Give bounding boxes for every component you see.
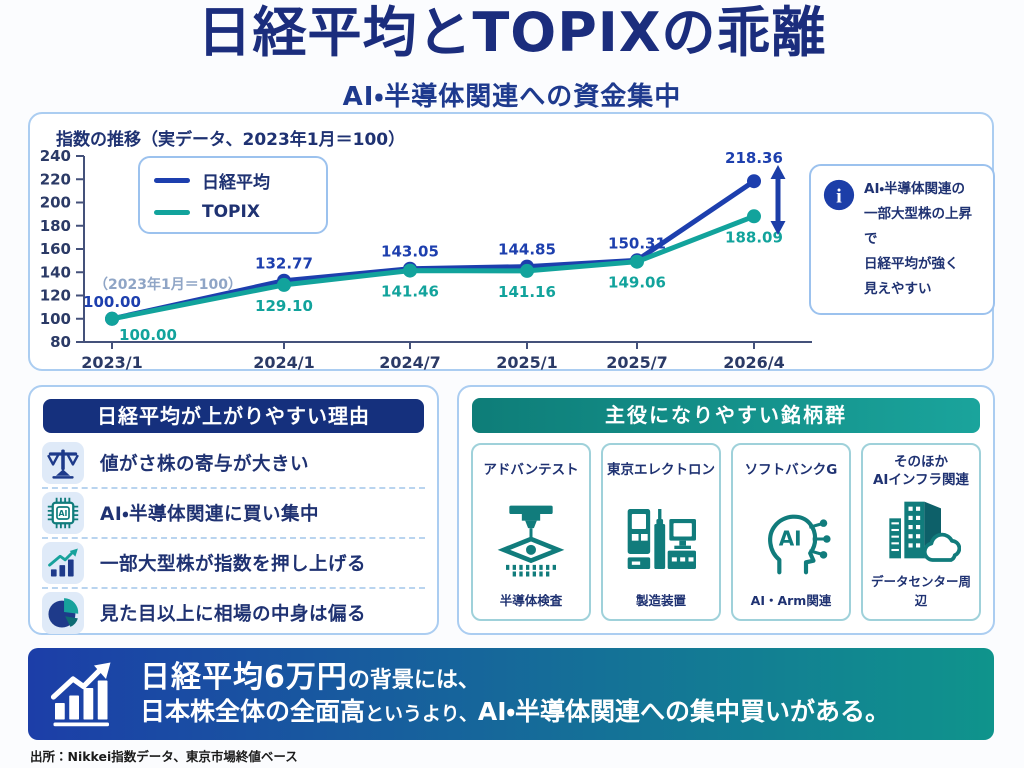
conclusion-banner: 日経平均6万円の背景には、 日本株全体の全面高というより、AI・半導体関連への集… — [28, 648, 994, 740]
svg-text:2025/7: 2025/7 — [606, 353, 668, 372]
page-title: 日経平均とTOPIXの乖離 — [197, 1, 827, 64]
chart-baseline-note: （2023年1月＝100） — [94, 277, 242, 293]
index-chart-panel: 80 100 120 140 160 180 200 220 240 2023/1 2024/1 20… — [28, 112, 995, 372]
ai-head-icon: AI — [750, 498, 832, 580]
svg-text:2023/1: 2023/1 — [81, 353, 143, 372]
chart-title: 指数の推移（実データ、2023年1月＝100） — [56, 130, 406, 150]
svg-text:220: 220 — [40, 170, 71, 188]
ai-chip-icon: AI — [42, 492, 84, 534]
manufacturing-equipment-icon — [620, 498, 702, 580]
svg-text:AI: AI — [59, 509, 68, 518]
reasons-panel-header: 日経平均が上がりやすい理由 — [43, 399, 424, 433]
svg-text:120: 120 — [40, 287, 71, 305]
svg-text:141.16: 141.16 — [498, 283, 556, 301]
stock-card-tokyo-electron: 東京エレクトロン 製造装置 — [601, 443, 721, 621]
pie-chart-icon — [42, 592, 84, 634]
svg-text:2025/1: 2025/1 — [496, 353, 558, 372]
banner-strong-text: 日経平均6万円 — [140, 660, 348, 696]
svg-text:218.36: 218.36 — [725, 149, 783, 167]
semiconductor-tester-icon — [490, 498, 572, 580]
svg-text:141.46: 141.46 — [381, 283, 439, 301]
svg-text:144.85: 144.85 — [498, 241, 556, 259]
svg-text:140: 140 — [40, 263, 71, 281]
banner-line-1: 日経平均6万円の背景には、 — [140, 660, 890, 697]
list-item: AI AI・半導体関連に買い集中 — [42, 489, 425, 539]
svg-text:AI: AI — [779, 527, 802, 551]
legend-row-nikkei: 日経平均 — [154, 168, 312, 193]
chart-legend: 日経平均 TOPIX — [138, 156, 328, 234]
stocks-panel-header: 主役になりやすい銘柄群 — [472, 398, 980, 433]
legend-label-nikkei: 日経平均 — [202, 173, 270, 193]
topix-line-swatch — [154, 209, 190, 215]
svg-text:129.10: 129.10 — [255, 297, 313, 315]
chart-info-callout: i AI・半導体関連の 一部大型株の上昇で 日経平均が強く 見えやすい — [809, 164, 995, 315]
reason-label: 見た目以上に相場の中身は偏る — [100, 604, 367, 625]
info-icon: i — [823, 179, 855, 211]
list-item: 一部大型株が指数を押し上げる — [42, 539, 425, 589]
stock-card-softbank-g: ソフトバンクG AI AI・Arm関連 — [731, 443, 851, 621]
svg-text:150.31: 150.31 — [608, 234, 666, 252]
stock-card-advantest: アドバンテスト 半導体検査 — [471, 443, 591, 621]
growth-chart-icon — [46, 658, 118, 730]
stock-name: そのほか AIインフラ関連 — [872, 453, 970, 488]
stock-name: 東京エレクトロン — [607, 462, 715, 479]
svg-text:132.77: 132.77 — [255, 255, 313, 273]
svg-text:160: 160 — [40, 240, 71, 258]
legend-label-topix: TOPIX — [202, 202, 260, 222]
banner-regular-text: の背景には、 — [347, 668, 480, 694]
banner-text: 日経平均6万円の背景には、 日本株全体の全面高というより、AI・半導体関連への集… — [140, 660, 890, 727]
stock-caption: AI・Arm関連 — [750, 593, 832, 608]
stock-name: ソフトバンクG — [744, 462, 838, 479]
svg-text:188.09: 188.09 — [725, 228, 783, 246]
rising-bar-chart-icon — [42, 542, 84, 584]
line-chart: 80 100 120 140 160 180 200 220 240 2023/1 2024/1 20… — [40, 147, 812, 372]
stock-caption: データセンター周辺 — [870, 574, 971, 608]
svg-text:149.06: 149.06 — [608, 274, 666, 292]
stock-card-ai-infra: そのほか AIインフラ関連 データセンター周辺 — [861, 443, 981, 621]
stock-cards: アドバンテスト 半導体検査 東京エレクトロン 製造装置 ソフトバンクG AI A… — [459, 441, 993, 621]
svg-text:143.05: 143.05 — [381, 243, 439, 261]
list-item: 値がさ株の寄与が大きい — [42, 439, 425, 489]
banner-line-2: 日本株全体の全面高というより、AI・半導体関連への集中買いがある。 — [140, 697, 890, 728]
reason-label: 一部大型株が指数を押し上げる — [100, 554, 367, 575]
legend-row-topix: TOPIX — [154, 202, 312, 222]
svg-text:i: i — [836, 186, 842, 208]
svg-text:100.00: 100.00 — [119, 326, 177, 344]
source-note: 出所：Nikkei指数データ、東京市場終値ベース — [30, 749, 298, 764]
svg-text:2026/4: 2026/4 — [723, 353, 785, 372]
svg-text:80: 80 — [50, 333, 71, 351]
balance-scale-icon — [42, 442, 84, 484]
stocks-panel: 主役になりやすい銘柄群 アドバンテスト 半導体検査 東京エレクトロン 製造装置 … — [457, 385, 995, 635]
svg-text:100: 100 — [40, 310, 71, 328]
svg-text:2024/7: 2024/7 — [379, 353, 441, 372]
page-subtitle: AI・半導体関連への資金集中 — [342, 82, 682, 112]
banner-strong-text: 日本株全体の全面高 — [140, 697, 366, 727]
nikkei-line-swatch — [154, 178, 190, 183]
svg-text:100.00: 100.00 — [83, 293, 141, 311]
stock-caption: 半導体検査 — [499, 593, 563, 608]
reasons-panel: 日経平均が上がりやすい理由 値がさ株の寄与が大きい AI AI・半導体関連に買い… — [28, 385, 439, 635]
reason-label: 値がさ株の寄与が大きい — [100, 454, 310, 475]
reasons-list: 値がさ株の寄与が大きい AI AI・半導体関連に買い集中 一部大型株が指数を押し… — [30, 439, 437, 637]
svg-text:200: 200 — [40, 194, 71, 212]
svg-text:180: 180 — [40, 217, 71, 235]
info-callout-text: AI・半導体関連の 一部大型株の上昇で 日経平均が強く 見えやすい — [864, 181, 972, 297]
list-item: 見た目以上に相場の中身は偏る — [42, 589, 425, 637]
reason-label: AI・半導体関連に買い集中 — [100, 504, 319, 525]
banner-regular-text: というより、 — [365, 703, 478, 726]
stock-caption: 製造装置 — [635, 593, 686, 608]
svg-text:2024/1: 2024/1 — [253, 353, 315, 372]
svg-text:240: 240 — [40, 147, 71, 165]
banner-strong-text: AI・半導体関連への集中買いがある。 — [477, 697, 891, 727]
data-center-icon — [880, 489, 962, 571]
stock-name: アドバンテスト — [483, 462, 579, 479]
